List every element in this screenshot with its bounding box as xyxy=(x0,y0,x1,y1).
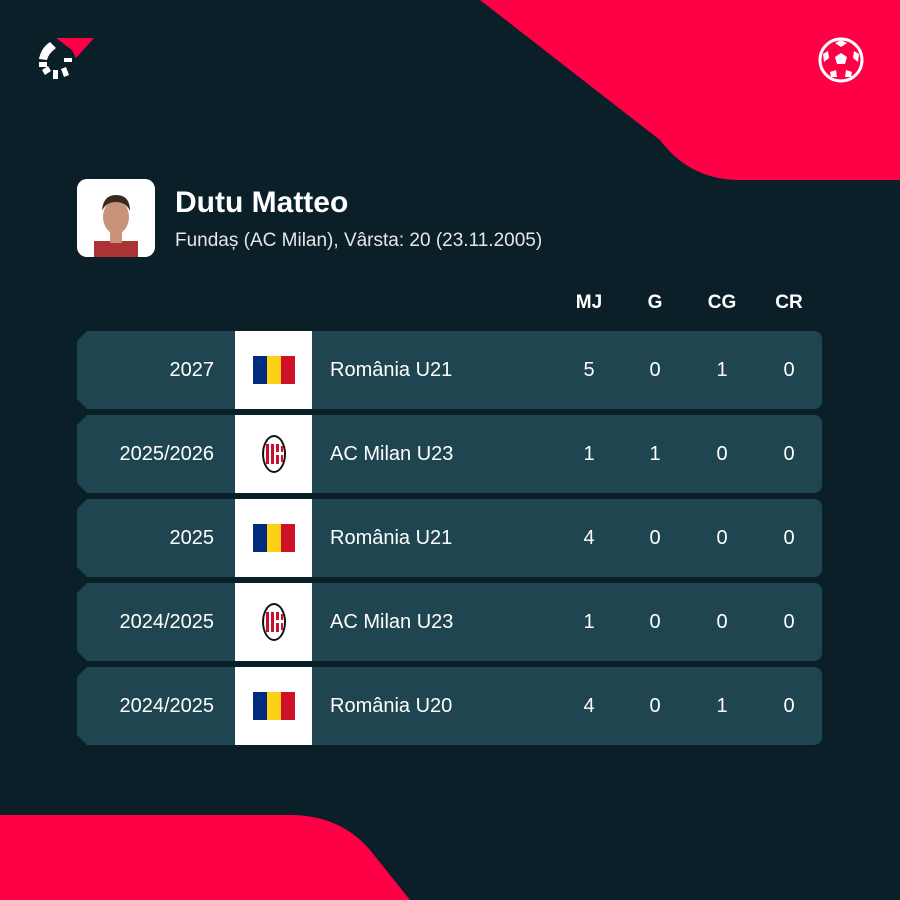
team-badge xyxy=(235,415,312,493)
yellow-cards: 0 xyxy=(716,611,728,633)
season: 2024/2025 xyxy=(119,695,214,717)
matches-played: 1 xyxy=(583,443,595,465)
ac-milan-crest-icon xyxy=(261,602,287,642)
team-name: AC Milan U23 xyxy=(330,611,454,633)
team-badge xyxy=(235,499,312,577)
romania-flag-icon xyxy=(253,524,295,552)
column-header-cr: CR xyxy=(775,292,803,313)
matches-played: 5 xyxy=(583,359,595,381)
player-name: Dutu Matteo xyxy=(175,186,349,219)
team-badge xyxy=(235,667,312,745)
goals: 0 xyxy=(649,527,661,549)
red-cards: 0 xyxy=(783,695,795,717)
red-cards: 0 xyxy=(783,443,795,465)
table-row: 2024/2025 România U20 4 0 1 0 xyxy=(77,667,822,745)
team-name: România U21 xyxy=(330,359,453,381)
season: 2025/2026 xyxy=(119,443,214,465)
player-photo xyxy=(77,179,155,257)
matches-played: 1 xyxy=(583,611,595,633)
team-badge xyxy=(235,583,312,661)
team-name: România U21 xyxy=(330,527,453,549)
table-row: 2024/2025 AC Milan U23 1 0 0 0 xyxy=(77,583,822,661)
player-details: Fundaș (AC Milan), Vârsta: 20 (23.11.200… xyxy=(175,230,543,251)
red-cards: 0 xyxy=(783,359,795,381)
red-cards: 0 xyxy=(783,611,795,633)
column-header-mj: MJ xyxy=(575,292,603,313)
ac-milan-crest-icon xyxy=(261,434,287,474)
table-row: 2025 România U21 4 0 0 0 xyxy=(77,499,822,577)
goals: 0 xyxy=(649,611,661,633)
season: 2025 xyxy=(169,527,214,549)
team-name: România U20 xyxy=(330,695,453,717)
yellow-cards: 1 xyxy=(716,359,728,381)
table-row: 2027 România U21 5 0 1 0 xyxy=(77,331,822,409)
team-badge xyxy=(235,331,312,409)
column-header-cg: CG xyxy=(707,292,737,313)
goals: 0 xyxy=(649,695,661,717)
matches-played: 4 xyxy=(583,527,595,549)
yellow-cards: 1 xyxy=(716,695,728,717)
season: 2027 xyxy=(169,359,214,381)
yellow-cards: 0 xyxy=(716,443,728,465)
red-cards: 0 xyxy=(783,527,795,549)
yellow-cards: 0 xyxy=(716,527,728,549)
goals: 1 xyxy=(649,443,661,465)
table-row: 2025/2026 AC Milan U23 1 1 0 0 xyxy=(77,415,822,493)
flashscore-logo-icon xyxy=(39,38,94,79)
column-header-g: G xyxy=(647,292,663,313)
matches-played: 4 xyxy=(583,695,595,717)
goals: 0 xyxy=(649,359,661,381)
team-name: AC Milan U23 xyxy=(330,443,454,465)
football-icon xyxy=(818,37,864,83)
romania-flag-icon xyxy=(253,356,295,384)
season: 2024/2025 xyxy=(119,611,214,633)
romania-flag-icon xyxy=(253,692,295,720)
